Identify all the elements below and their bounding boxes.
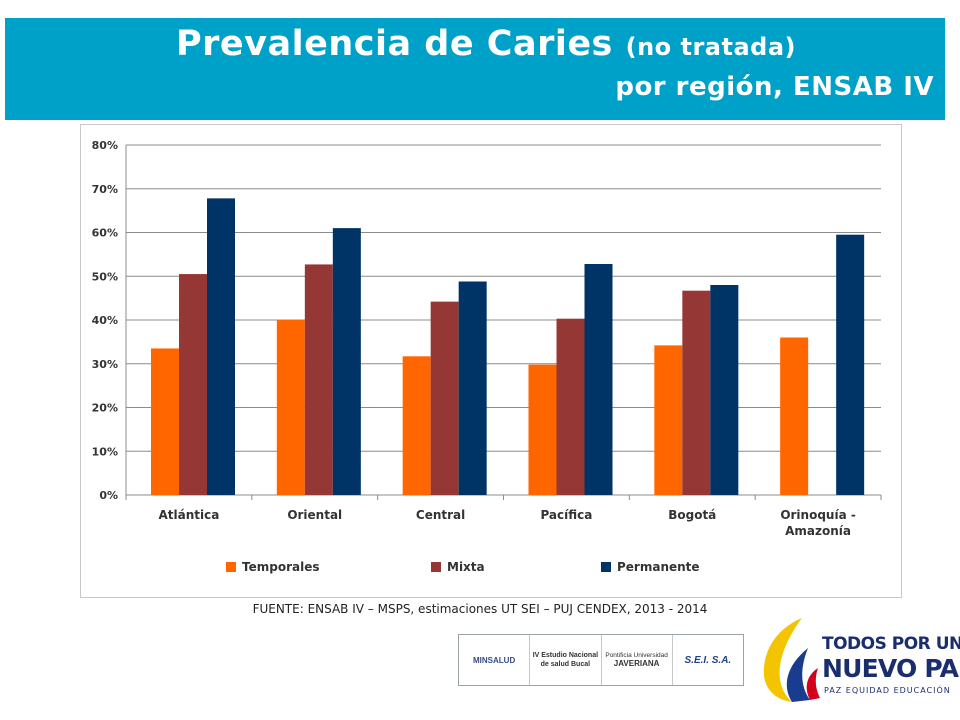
bar-temporales bbox=[276, 320, 305, 495]
y-tick-label: 80% bbox=[92, 139, 118, 152]
y-tick-label: 60% bbox=[92, 227, 118, 240]
bar-permanente bbox=[836, 234, 865, 495]
x-tick-label: Central bbox=[416, 508, 465, 522]
bar-mixta bbox=[682, 290, 711, 495]
javeriana-logo: Pontificia Universidad JAVERIANA bbox=[602, 635, 673, 685]
estudio-line2: de salud Bucal bbox=[540, 661, 591, 668]
bar-chart: 0% 10% 20% 30% 40% 50% 60% 70% 80% Atlántica Orien… bbox=[92, 139, 882, 574]
y-tick-label: 50% bbox=[92, 270, 118, 283]
x-tick-label: Oriental bbox=[287, 508, 342, 522]
y-tick-label: 0% bbox=[99, 489, 118, 502]
x-tick-label: Atlántica bbox=[158, 508, 219, 522]
bar-temporales bbox=[402, 356, 431, 495]
bar-permanente bbox=[207, 198, 235, 495]
x-tick-label: Orinoquía - bbox=[780, 508, 856, 522]
bar-permanente bbox=[710, 285, 739, 495]
brand-logo: TODOS POR UN NUEVO PAÍS PAZ EQUIDAD EDUC… bbox=[752, 616, 960, 704]
x-tick-label: Bogotá bbox=[668, 508, 716, 522]
bar-mixta bbox=[304, 264, 333, 495]
brand-line3: PAZ EQUIDAD EDUCACIÓN bbox=[824, 686, 951, 695]
legend-swatch-permanente bbox=[601, 562, 611, 572]
source-note: FUENTE: ENSAB IV – MSPS, estimaciones UT… bbox=[252, 602, 708, 616]
javeriana-line1: Pontificia Universidad bbox=[605, 652, 668, 659]
legend-swatch-temporales bbox=[226, 562, 236, 572]
legend-label-mixta: Mixta bbox=[447, 560, 485, 574]
partner-logos: MINSALUD IV Estudio Nacional de salud Buc… bbox=[458, 634, 744, 686]
x-tick-label: Amazonía bbox=[785, 524, 851, 538]
javeriana-line2: JAVERIANA bbox=[613, 659, 660, 668]
legend-swatch-mixta bbox=[431, 562, 441, 572]
legend-label-permanente: Permanente bbox=[617, 560, 700, 574]
bar-temporales bbox=[780, 337, 809, 495]
bar-temporales bbox=[151, 348, 179, 495]
bar-mixta bbox=[179, 274, 207, 495]
minsalud-logo: MINSALUD bbox=[459, 635, 531, 685]
legend-label-temporales: Temporales bbox=[242, 560, 319, 574]
brand-flag-icon bbox=[763, 618, 820, 702]
y-tick-label: 20% bbox=[92, 402, 118, 415]
bar-mixta bbox=[430, 301, 459, 495]
y-tick-label: 30% bbox=[92, 358, 118, 371]
page-subtitle: por región, ENSAB IV bbox=[615, 72, 934, 102]
bar-temporales bbox=[654, 345, 683, 495]
y-tick-label: 70% bbox=[92, 183, 118, 196]
x-tick-label: Pacífica bbox=[540, 508, 592, 522]
title-parenthetical: (no tratada) bbox=[625, 33, 797, 61]
bar-temporales bbox=[528, 364, 557, 495]
chart-frame: 0% 10% 20% 30% 40% 50% 60% 70% 80% Atlántica Orien… bbox=[80, 124, 902, 598]
minsalud-text: MINSALUD bbox=[473, 655, 516, 665]
bar-permanente bbox=[458, 281, 487, 495]
title-main-text: Prevalencia de Caries bbox=[176, 24, 613, 64]
y-tick-label: 10% bbox=[92, 445, 118, 458]
title-banner bbox=[5, 18, 945, 120]
y-tick-label: 40% bbox=[92, 314, 118, 327]
bar-permanente bbox=[584, 264, 613, 495]
sei-logo: S.E.I. S.A. bbox=[673, 635, 743, 685]
bar-permanente bbox=[332, 228, 361, 495]
brand-line2: NUEVO PAÍS bbox=[822, 654, 960, 683]
brand-line1: TODOS POR UN bbox=[822, 634, 960, 654]
page-title: Prevalencia de Caries (no tratada) bbox=[176, 24, 796, 64]
bar-mixta bbox=[556, 318, 585, 495]
estudio-line1: IV Estudio Nacional bbox=[532, 652, 599, 659]
estudio-logo: IV Estudio Nacional de salud Bucal bbox=[530, 635, 602, 685]
sei-text: S.E.I. S.A. bbox=[684, 654, 732, 666]
